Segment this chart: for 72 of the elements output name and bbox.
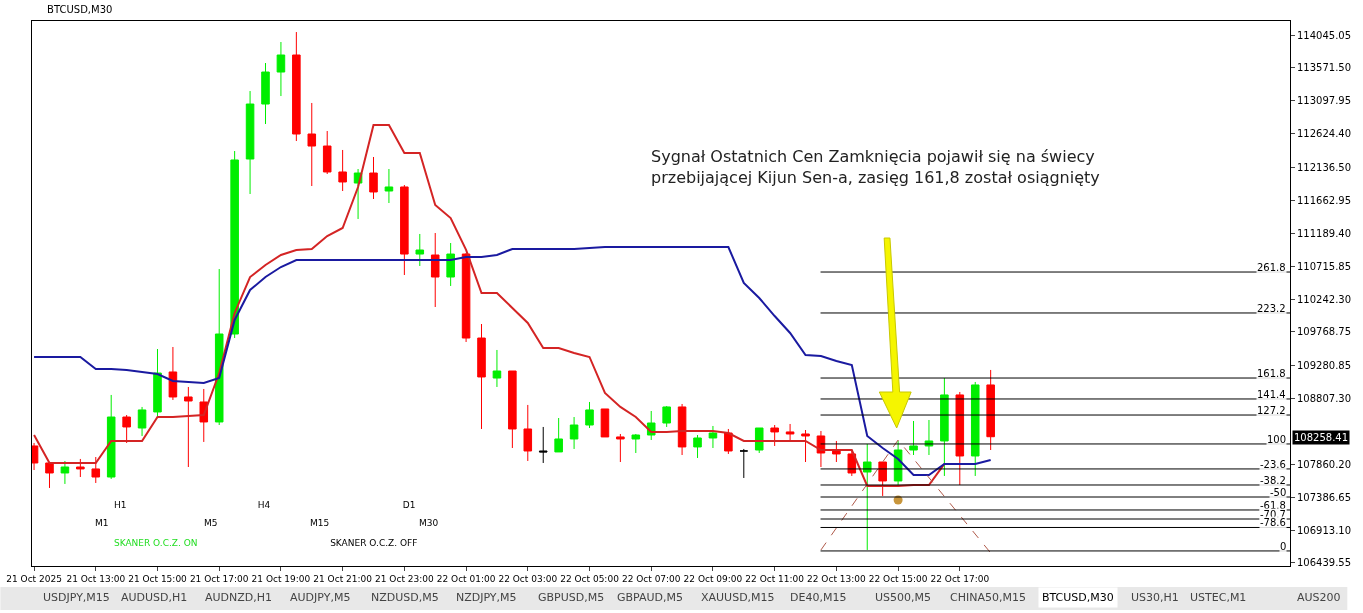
annotation: -50 [1270,487,1287,498]
annotation: SKANER O.C.Z. OFF [330,538,418,548]
y-tick-label: 106913.10 [1297,524,1352,536]
text: USTEC,M1 [1190,591,1247,604]
annotation: -61.8 [1260,500,1286,511]
annotation: -23.6 [1260,459,1286,470]
y-tick-label: 110242.30 [1297,293,1352,305]
y-tick-label: 106439.55 [1297,557,1352,569]
annotation: 223.2 [1257,303,1286,314]
annotation: D1 [402,499,416,510]
x-tick-label: 21 Oct 2025 [6,573,62,584]
y-tick-label: 107386.65 [1297,491,1352,503]
x-tick-label: 22 Oct 17:00 [930,573,990,584]
x-tick-label: 22 Oct 03:00 [498,573,558,584]
annotation: M5 [203,518,218,528]
y-tick-label: 109280.85 [1297,360,1352,372]
text: DE40,M15 [790,591,847,604]
annotation: M1 [94,518,109,528]
y-tick-label: 111662.95 [1297,194,1352,206]
annotation: H4 [257,499,271,510]
annotation: -38.2 [1260,475,1286,486]
text: GBPUSD,M5 [538,591,605,604]
y-tick-label: 114045.05 [1297,29,1352,41]
y-tick-label: 107860.20 [1297,458,1352,470]
text: GBPAUD,M5 [617,591,684,604]
x-tick-label: 22 Oct 09:00 [683,573,743,584]
annotation: 161.8 [1257,368,1286,379]
x-tick-label: 22 Oct 11:00 [745,573,805,584]
x-tick-label: 22 Oct 07:00 [621,573,681,584]
y-tick-label: 110715.85 [1297,260,1352,272]
x-tick-label: 21 Oct 21:00 [313,573,373,584]
x-tick-label: 21 Oct 17:00 [189,573,249,584]
y-tick-label: 111189.40 [1297,227,1352,239]
text: NZDJPY,M5 [456,591,517,604]
annotation: H1 [113,499,127,510]
x-tick-label: 21 Oct 23:00 [375,573,434,584]
y-tick-label: 112136.50 [1297,162,1352,174]
text: 108258.41 [1294,432,1349,443]
text: BTCUSD,M30 [1042,591,1114,604]
annotation: Sygnał Ostatnich Cen Zamknięcia pojawił się na świecy przebijającej Kijun Sen-a, zasięg 161,8 został osiągnięty [651,147,1100,187]
text: US500,M5 [875,591,932,604]
text: USDJPY,M15 [43,591,110,604]
chart-title: BTCUSD,M30 [47,3,113,15]
x-tick-label: 22 Oct 05:00 [560,573,620,584]
text: AUDJPY,M5 [290,591,351,604]
annotation: SKANER O.C.Z. ON [113,538,198,548]
annotation: 261.8 [1257,262,1286,273]
annotation: 0 [1280,541,1287,552]
annotation: 100 [1267,434,1287,445]
y-tick-label: 108807.30 [1297,393,1352,405]
annotation: M30 [418,518,439,528]
annotation: 141.4 [1257,389,1286,400]
annotation: M15 [310,518,330,528]
text: AUDNZD,H1 [205,591,273,604]
text: XAUUSD,M15 [701,591,775,604]
text: AUS200 [1297,591,1341,604]
text: AUDUSD,H1 [121,591,188,604]
text: NZDUSD,M5 [371,591,439,604]
x-tick-label: 21 Oct 19:00 [251,573,311,584]
annotation: -78.6 [1260,517,1286,528]
y-tick-label: 112624.40 [1297,128,1352,140]
y-tick-label: 113097.95 [1297,95,1352,107]
annotation: 127.2 [1257,405,1286,416]
text: US30,H1 [1131,591,1179,604]
y-tick-label: 109768.75 [1297,326,1352,338]
x-tick-label: 21 Oct 13:00 [66,573,126,584]
x-tick-label: 22 Oct 01:00 [436,573,496,584]
y-tick-label: 113571.50 [1297,62,1352,74]
x-tick-label: 22 Oct 13:00 [807,573,866,584]
x-tick-label: 21 Oct 15:00 [128,573,188,584]
x-tick-label: 22 Oct 15:00 [868,573,928,584]
text: CHINA50,M15 [950,591,1026,604]
